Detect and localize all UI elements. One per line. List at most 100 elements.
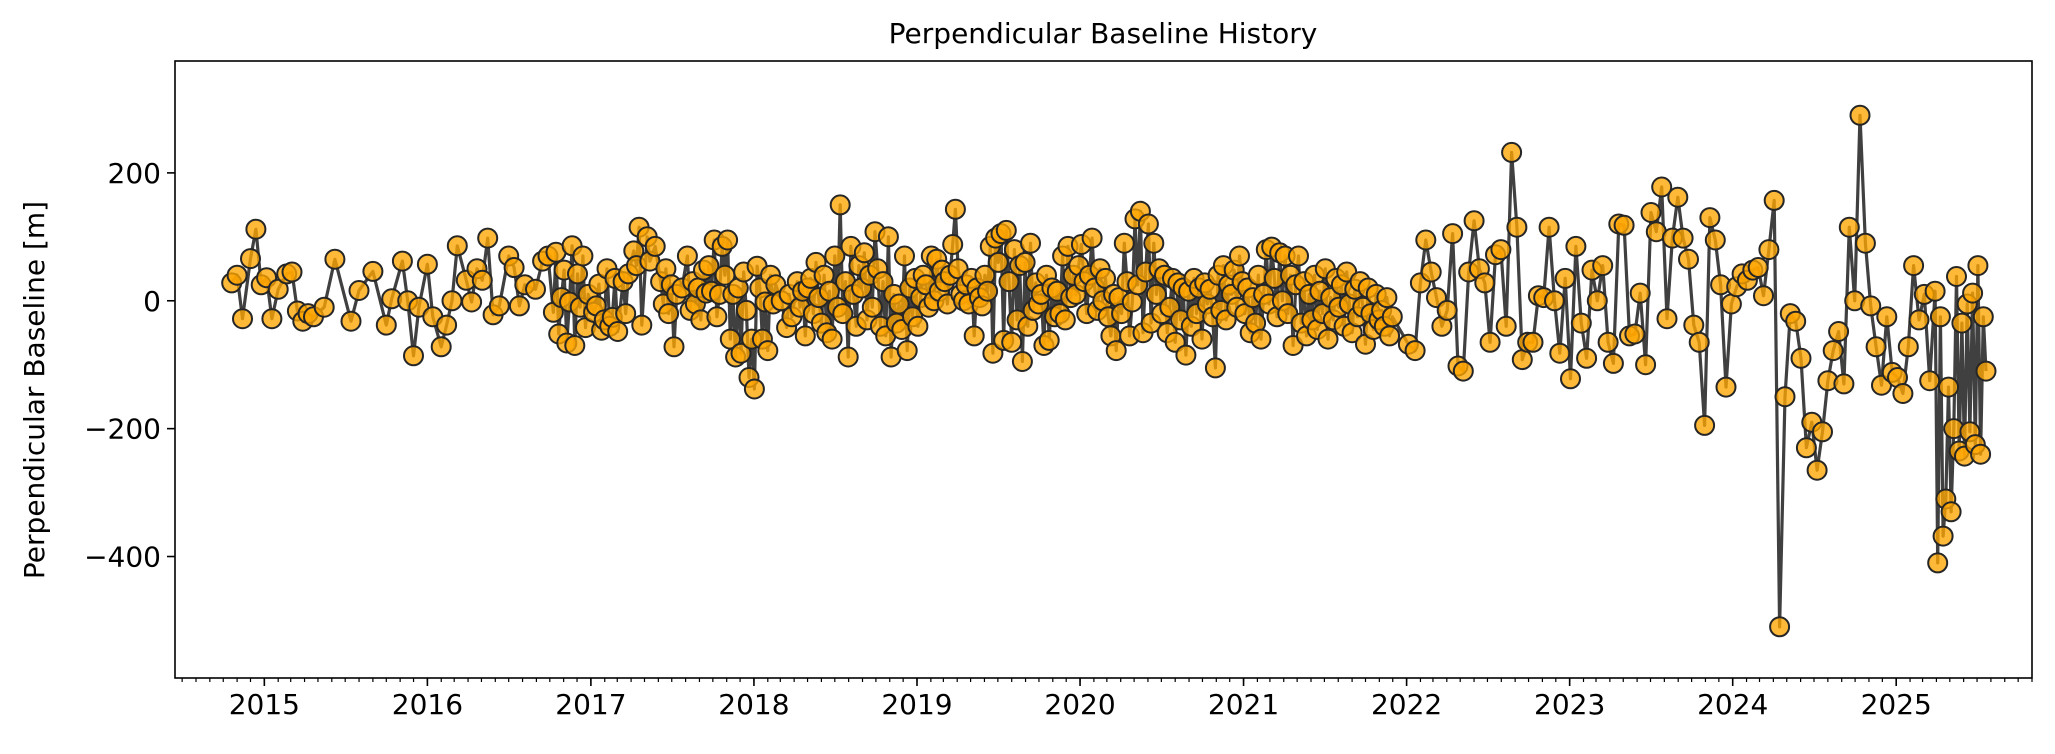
data-point: [794, 325, 816, 347]
data-point: [1758, 239, 1780, 261]
data-point: [461, 291, 483, 313]
data-point: [1919, 370, 1941, 392]
data-point: [1763, 189, 1785, 211]
data-point: [942, 234, 964, 255]
data-point: [1951, 312, 1973, 334]
data-point: [832, 303, 854, 325]
data-point: [1938, 376, 1959, 398]
x-tick-label: 2016: [392, 688, 463, 721]
data-point: [436, 314, 458, 336]
data-point: [508, 295, 530, 317]
data-point: [743, 378, 765, 400]
x-tick-label: 2017: [555, 688, 626, 721]
data-point: [1972, 306, 1994, 328]
data-point: [340, 310, 362, 332]
data-point: [1720, 293, 1742, 315]
data-point: [1511, 349, 1533, 371]
data-point: [894, 245, 915, 267]
data-point: [1940, 501, 1962, 523]
data-point: [1506, 216, 1528, 238]
data-point: [829, 194, 851, 216]
x-tick-label: 2025: [1861, 688, 1932, 721]
data-point: [1694, 414, 1716, 436]
data-point: [1903, 255, 1925, 277]
y-axis-label: Perpendicular Baseline [m]: [18, 201, 51, 579]
data-point: [1250, 328, 1272, 350]
y-tick-label: −400: [84, 541, 161, 574]
data-point: [987, 251, 1009, 273]
data-point: [416, 253, 438, 275]
data-point: [631, 314, 653, 336]
data-point: [1442, 223, 1464, 245]
data-point: [1121, 291, 1143, 313]
data-point: [1479, 331, 1501, 353]
axes: 2015 2016 2017 2018 2019 2020 2021 2022 2023 2024…: [84, 157, 2033, 721]
data-point: [1656, 308, 1678, 330]
data-point: [1538, 216, 1560, 238]
data-point: [1970, 443, 1992, 465]
x-tick-label: 2022: [1371, 688, 1442, 721]
data-point: [730, 342, 752, 364]
data-point: [944, 198, 966, 220]
data-point: [1624, 323, 1646, 345]
data-point: [1774, 386, 1796, 408]
data-point: [1175, 344, 1197, 366]
x-tick-label: 2023: [1534, 688, 1605, 721]
data-point: [1946, 266, 1967, 287]
data-point: [1436, 299, 1458, 321]
data-point: [1381, 306, 1403, 328]
data-point: [1838, 216, 1860, 238]
data-point: [1924, 280, 1946, 302]
data-point: [1635, 354, 1657, 376]
data-point: [261, 308, 283, 330]
y-tick-label: 0: [143, 285, 161, 318]
x-tick-label: 2015: [229, 688, 300, 721]
data-point: [1860, 295, 1882, 317]
data-point: [1204, 357, 1226, 379]
data-point: [240, 248, 261, 270]
data-point: [471, 269, 493, 291]
data-point: [1490, 239, 1512, 261]
data-point: [525, 278, 546, 300]
data-point: [1586, 290, 1608, 312]
data-point: [1145, 283, 1167, 305]
data-point: [1317, 328, 1339, 350]
data-point: [1404, 340, 1426, 362]
data-point: [1544, 290, 1565, 312]
data-point: [1688, 331, 1710, 353]
data-point: [1011, 351, 1033, 372]
data-point: [567, 263, 588, 285]
data-point: [1629, 282, 1651, 304]
x-tick-label: 2019: [881, 688, 952, 721]
data-point: [1678, 248, 1699, 270]
data-point: [1452, 360, 1474, 382]
data-point: [717, 229, 739, 251]
data-point: [1549, 342, 1571, 364]
data-point: [1565, 235, 1587, 257]
data-point: [1038, 329, 1060, 351]
data-point: [348, 280, 370, 301]
data-point: [1376, 287, 1398, 309]
data-point: [375, 314, 397, 336]
data-point: [706, 306, 728, 328]
data-point: [824, 245, 846, 267]
data-point: [1892, 383, 1914, 404]
data-point: [1143, 232, 1165, 254]
data-point: [245, 218, 267, 240]
data-point: [1081, 227, 1103, 249]
data-point: [1683, 314, 1705, 336]
data-point: [1854, 232, 1876, 254]
plot-area: [221, 104, 1997, 638]
data-point: [1229, 245, 1250, 267]
data-point: [1790, 347, 1812, 369]
data-point: [1576, 347, 1598, 369]
x-tick-label: 2018: [718, 688, 789, 721]
data-point: [281, 261, 303, 283]
data-point: [1828, 321, 1850, 342]
x-tick-label: 2021: [1208, 688, 1279, 721]
data-point: [446, 235, 468, 257]
data-point: [1501, 141, 1523, 163]
data-point: [1812, 421, 1833, 443]
